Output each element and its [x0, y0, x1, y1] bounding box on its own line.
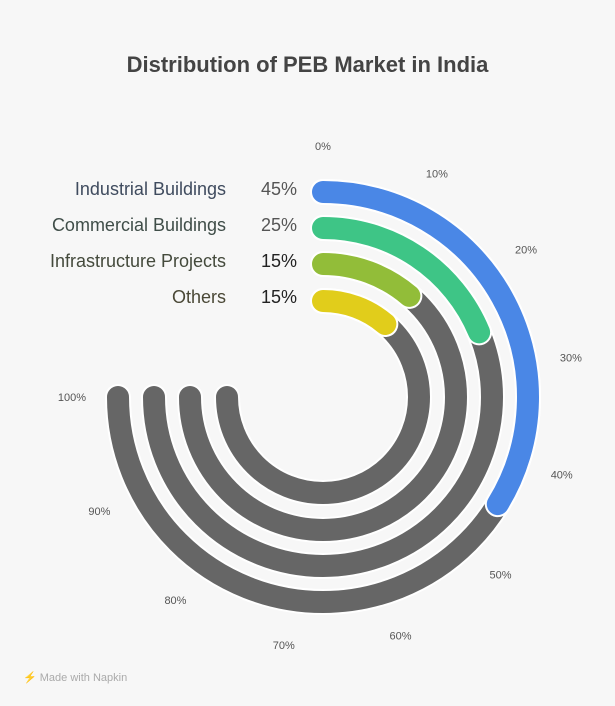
bar-others [312, 290, 397, 336]
legend-value: 25% [261, 215, 298, 235]
tick-label: 70% [273, 640, 295, 652]
tick-label: 50% [489, 569, 511, 581]
bar-infrastructure-projects [312, 253, 421, 307]
legend-label: Industrial Buildings [74, 179, 226, 199]
legend-value: 15% [261, 287, 298, 307]
legend-value: 15% [261, 251, 298, 271]
tick-label: 80% [164, 595, 186, 607]
bar-industrial-buildings [312, 181, 539, 516]
legend-value: 45% [261, 179, 298, 199]
tick-label: 40% [551, 470, 573, 482]
tick-label: 90% [88, 506, 110, 518]
tick-label: 60% [390, 631, 412, 643]
footer-watermark: ⚡ Made with Napkin [23, 672, 128, 684]
tick-label: 0% [315, 141, 331, 153]
tick-label: 10% [426, 168, 448, 180]
legend-label: Infrastructure Projects [49, 251, 226, 271]
chart-title: Distribution of PEB Market in India [126, 52, 489, 77]
napkin-logo-icon: ⚡ [23, 672, 37, 684]
bar-commercial-buildings [312, 217, 491, 344]
legend-label: Others [171, 287, 226, 307]
tick-label: 30% [560, 353, 582, 365]
legend-label: Commercial Buildings [51, 215, 226, 235]
tick-label: 100% [58, 392, 86, 404]
tick-label: 20% [515, 244, 537, 256]
